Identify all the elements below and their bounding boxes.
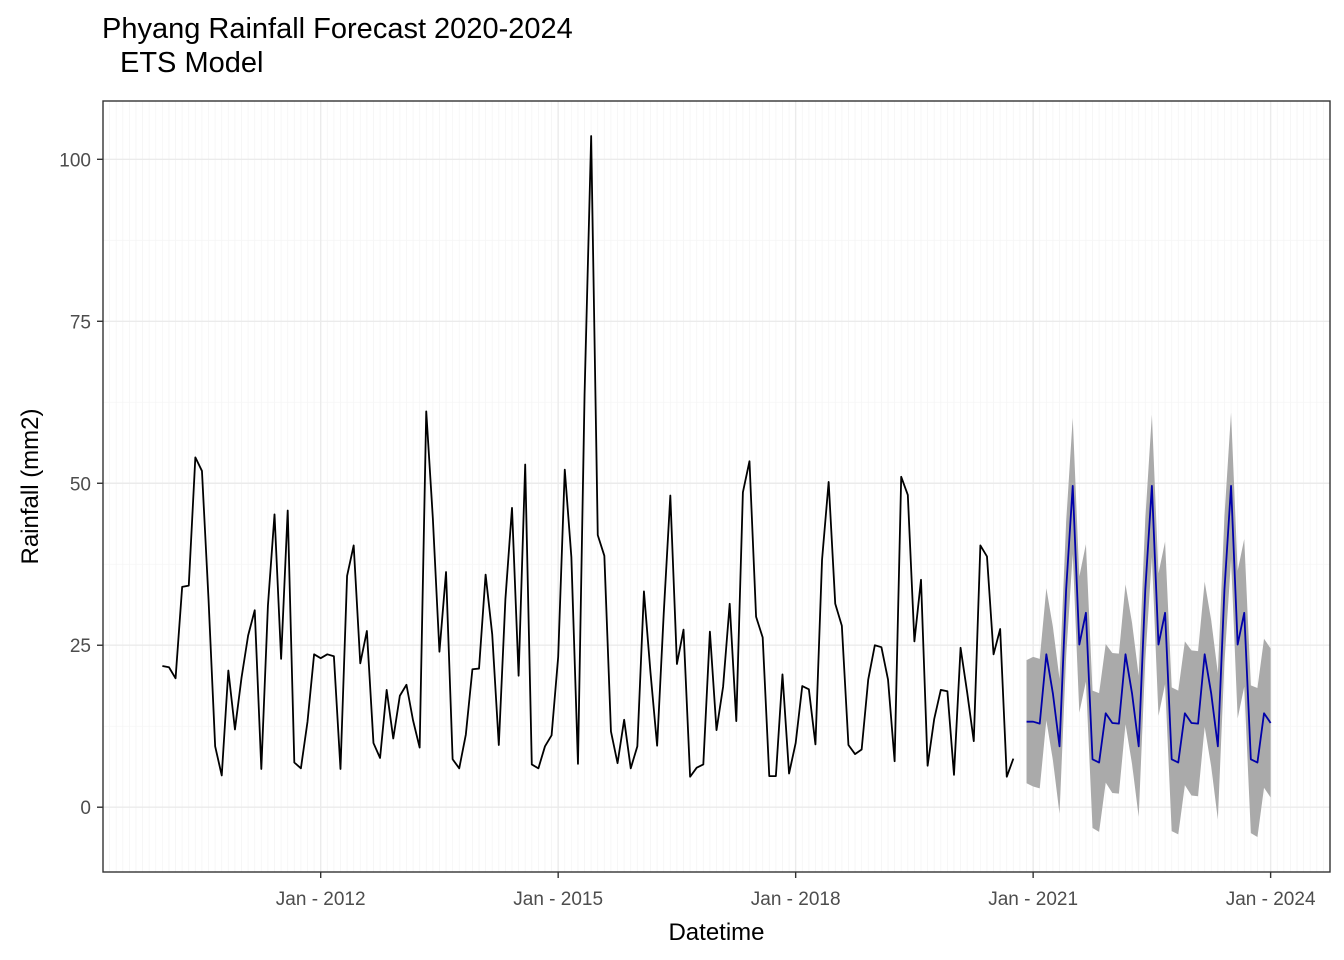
y-tick-label: 25 xyxy=(70,636,91,657)
x-tick-label: Jan - 2018 xyxy=(751,889,841,910)
y-tick-label: 50 xyxy=(70,474,91,495)
x-tick-label: Jan - 2012 xyxy=(276,889,366,910)
y-tick-label: 75 xyxy=(70,312,91,333)
chart-subtitle: ETS Model xyxy=(120,47,264,79)
panel-border xyxy=(102,100,1331,873)
x-axis: Jan - 2012 Jan - 2015 Jan - 2018 Jan - 2021… xyxy=(276,872,1316,910)
y-axis: 0 25 50 75 100 xyxy=(59,150,103,819)
major-gridlines-y xyxy=(103,158,1330,808)
x-tick-label: Jan - 2024 xyxy=(1226,889,1316,910)
x-tick-label: Jan - 2021 xyxy=(988,889,1078,910)
x-axis-title: Datetime xyxy=(668,919,764,946)
x-tick-label: Jan - 2015 xyxy=(513,889,603,910)
y-tick-label: 0 xyxy=(80,798,91,819)
history-series-line xyxy=(162,135,1015,778)
chart-title: Phyang Rainfall Forecast 2020-2024 xyxy=(102,13,573,45)
forecast-interval-band xyxy=(1026,412,1271,838)
forecast-series-line xyxy=(1026,484,1272,764)
minor-gridlines-x xyxy=(102,101,1331,872)
y-tick-label: 100 xyxy=(59,150,91,171)
chart-title-block: Phyang Rainfall Forecast 2020-2024 ETS Mo… xyxy=(102,12,573,80)
minor-gridlines-y xyxy=(103,239,1330,727)
y-axis-title: Rainfall (mm2) xyxy=(17,408,44,564)
major-gridlines-x xyxy=(319,101,1272,872)
